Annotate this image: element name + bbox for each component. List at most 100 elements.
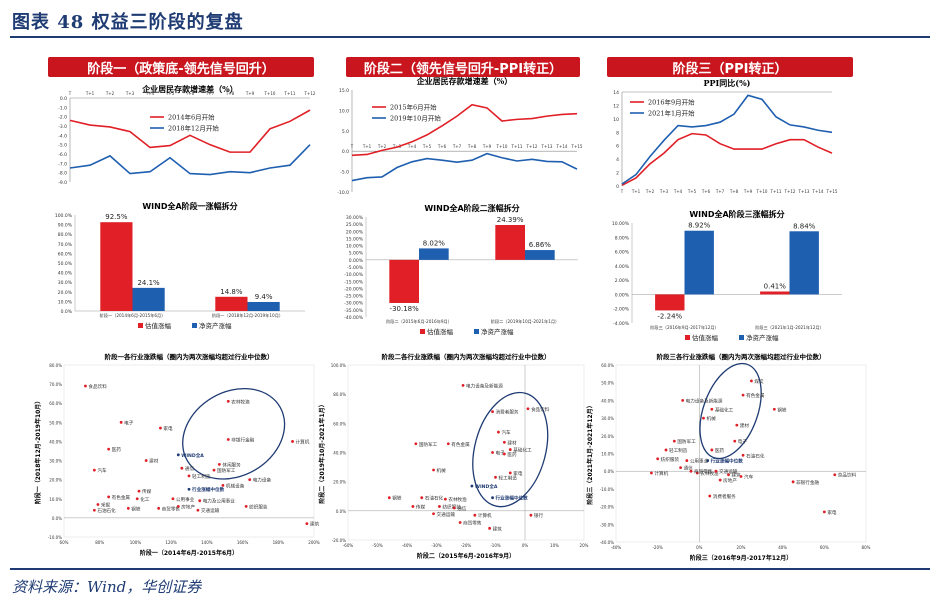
p1_scatter-point xyxy=(226,438,230,441)
p3_scatter-ytick: -30.0% xyxy=(600,522,614,527)
p2_scatter-point-label: 行业涨幅中位数 xyxy=(495,495,529,502)
p3_line-xtick: T+1 xyxy=(631,189,641,194)
p2_scatter-point xyxy=(452,506,456,510)
p3_scatter-point-label: 行业涨幅中位数 xyxy=(710,458,744,465)
p1_scatter-point-label: 农林牧渔 xyxy=(231,398,250,405)
p2_bar-ytick: -40.00% xyxy=(344,315,364,321)
p1_scatter-ylabel: 阶段一（2018年12月-2019年10月） xyxy=(34,398,42,505)
p3_scatter-point-label: 纺织服装 xyxy=(661,456,680,463)
p3_scatter-point-label: 房地产 xyxy=(723,477,737,484)
p2_bar-data-label: 8.02% xyxy=(423,239,446,247)
p2_scatter-point xyxy=(502,452,506,456)
p2_line-xtick: T+11 xyxy=(511,144,523,149)
p3_scatter-point xyxy=(679,466,682,470)
p1_scatter-point-label: 休闲服务 xyxy=(222,461,241,468)
p2_line-xtick: T+12 xyxy=(526,144,538,149)
p1_bar-data-label: 92.5% xyxy=(105,213,128,221)
p1_bar-category-label: 阶段一（2014年6月-2015年6月） xyxy=(100,312,166,319)
p2_scatter-point-label: 商贸零售 xyxy=(463,520,482,527)
p2_line-ytick: -10.0 xyxy=(337,190,349,196)
p2_line-xtick: T+5 xyxy=(422,144,432,149)
p3_scatter-point-label: 医药 xyxy=(715,447,725,454)
p1_line-xtick: T+3 xyxy=(125,91,135,96)
p3_scatter-xtick: 40% xyxy=(778,545,787,550)
p2_scatter-point-label: WIND全A xyxy=(475,483,498,490)
p2_scatter-ytick: 20.0% xyxy=(333,480,346,485)
p2_scatter-point xyxy=(473,513,477,517)
p1_scatter-point xyxy=(159,426,162,430)
p3_scatter-point xyxy=(750,379,753,383)
p2_scatter-plot-area xyxy=(347,364,585,541)
p2_line-xtick: T xyxy=(350,144,354,149)
p3_scatter-point-label: 通信 xyxy=(684,465,694,472)
p1_scatter-point-label: 建材 xyxy=(149,458,159,465)
p1_bar-category-label: 阶段一（2018年12月-2019年10月） xyxy=(212,312,283,319)
p3_line-xtick: T+14 xyxy=(812,189,824,194)
p2_scatter-point-label: 建筑 xyxy=(493,525,503,532)
p2_scatter-point-label: 交通运输 xyxy=(437,511,456,518)
p3_line-xtick: T xyxy=(620,189,624,194)
p2_bar-data-label: -30.18% xyxy=(390,305,420,313)
p1_line-ytick: 0.0 xyxy=(60,96,67,102)
p3_bar-data-label: 8.84% xyxy=(793,222,816,230)
p2_scatter-point xyxy=(529,513,533,517)
p2_bar-ytick: -15.00% xyxy=(344,279,364,285)
p3_scatter-point-label: 机械 xyxy=(707,415,717,422)
p1_scatter-point xyxy=(126,506,130,510)
p2_bar-ytick: 30.00% xyxy=(346,215,364,221)
p2_line-xtick: T+8 xyxy=(467,144,477,149)
p1_scatter-point-label: 电力设备 xyxy=(253,477,272,484)
p1_line-ytick: -1.0 xyxy=(58,105,67,111)
panel-banner-stage2: 阶段二（领先信号回升-PPI转正） xyxy=(346,57,580,77)
p1_scatter-ytick: 30.0% xyxy=(49,459,62,464)
p1_scatter-point xyxy=(180,466,184,470)
p3_bar-legend-valuation: 估值涨幅 xyxy=(692,333,719,342)
p1_scatter-ytick: -10.0% xyxy=(48,535,62,540)
p2_line-xtick: T+2 xyxy=(377,144,387,149)
p2_scatter-point xyxy=(432,468,435,472)
p1_scatter-point xyxy=(96,503,100,506)
p2_scatter-ytick: 40.0% xyxy=(333,451,346,456)
p1_scatter-point-label: 采掘 xyxy=(101,502,111,509)
p3_scatter-point xyxy=(822,510,826,514)
p3_scatter-point xyxy=(714,469,718,473)
p1_scatter-plot-area xyxy=(63,364,315,538)
p3_line-ytick: 14 xyxy=(613,90,619,96)
p1_line-title: 企业居民存款增速差（%） xyxy=(141,84,238,94)
p3_bar-bar-valuation xyxy=(760,291,790,295)
p3_bar-category-label: 阶段三（2021年1月-2021年12月） xyxy=(755,324,824,331)
p1_scatter-point xyxy=(217,462,221,466)
p1_scatter-point-label: 商贸零售 xyxy=(162,505,181,512)
p1_bar-ytick: 80.0% xyxy=(58,232,73,238)
p3_line-xtick: T+6 xyxy=(701,189,711,194)
p3_bar-data-label: 8.92% xyxy=(688,222,711,230)
p3_bar-ytick: 10.00% xyxy=(612,221,630,227)
p3_scatter-point xyxy=(689,469,693,473)
p2_scatter-point xyxy=(494,475,497,479)
p3_line-xtick: T+13 xyxy=(798,189,810,194)
p3_bar-bar-net-assets xyxy=(684,230,714,295)
p2_scatter-point-label: 电子 xyxy=(496,450,506,457)
p2_scatter-xtick: -30% xyxy=(431,543,442,548)
p2_bar-ytick: 0.00% xyxy=(349,258,364,264)
p3_line-xtick: T+9 xyxy=(743,189,753,194)
p1_scatter-ytick: 20.0% xyxy=(49,478,62,483)
p3_scatter-point-label: 消费者服务 xyxy=(713,493,736,500)
p2_scatter-point-label: 汽车 xyxy=(501,429,511,436)
p1_scatter-xlabel: 阶段一（2014年6月-2015年6月） xyxy=(140,549,238,557)
p1_scatter-point xyxy=(157,506,161,510)
p3_scatter-point xyxy=(718,478,722,482)
p3_scatter-point-label: 公用事业 xyxy=(690,458,709,465)
p1_scatter-ytick: 50.0% xyxy=(49,420,62,425)
p3_scatter-point-label: 交通运输 xyxy=(719,468,738,475)
p3_scatter-title: 阶段三各行业涨跌幅（圈内为两次涨幅均超过行业中位数） xyxy=(657,352,826,361)
source-note: 资料来源：Wind，华创证券 xyxy=(12,578,202,596)
p3_scatter-point-label: 轻工制造 xyxy=(669,447,688,454)
p3_scatter-point xyxy=(772,407,776,411)
p3_line-legend-label-1: 2016年9月开始 xyxy=(648,98,695,107)
p3_scatter-ytick: 10.0% xyxy=(601,452,614,457)
p3_bar-data-label: 0.41% xyxy=(764,283,787,291)
p2_scatter-point xyxy=(443,497,447,501)
p3_line-xtick: T+7 xyxy=(715,189,725,194)
